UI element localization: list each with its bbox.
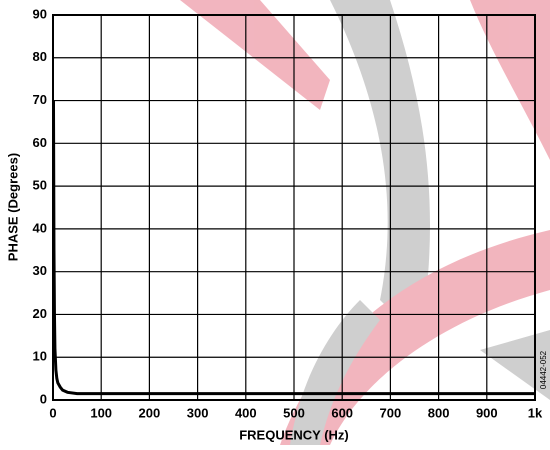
x-tick-label: 800 [428, 405, 450, 420]
x-tick-label: 600 [331, 405, 353, 420]
x-tick-label: 700 [380, 405, 402, 420]
y-tick-label: 60 [33, 135, 47, 150]
y-tick-label: 70 [33, 92, 47, 107]
x-tick-label: 900 [476, 405, 498, 420]
y-tick-label: 50 [33, 178, 47, 193]
figure-id: 04442-052 [539, 350, 548, 389]
x-tick-label: 500 [283, 405, 305, 420]
y-tick-label: 90 [33, 6, 47, 21]
x-tick-label: 1k [528, 405, 543, 420]
y-tick-label: 0 [40, 391, 47, 406]
x-axis-label: FREQUENCY (Hz) [239, 427, 349, 442]
data-line [51, 100, 535, 396]
y-tick-label: 30 [33, 263, 47, 278]
y-tick-label: 80 [33, 49, 47, 64]
x-tick-label: 200 [139, 405, 161, 420]
y-tick-label: 20 [33, 306, 47, 321]
x-tick-label: 300 [187, 405, 209, 420]
watermark [180, 0, 550, 445]
x-tick-label: 0 [49, 405, 56, 420]
y-axis-label: PHASE (Degrees) [5, 153, 20, 261]
y-tick-label: 10 [33, 349, 47, 364]
x-tick-label: 400 [235, 405, 257, 420]
y-tick-label: 40 [33, 220, 47, 235]
x-tick-label: 100 [90, 405, 112, 420]
